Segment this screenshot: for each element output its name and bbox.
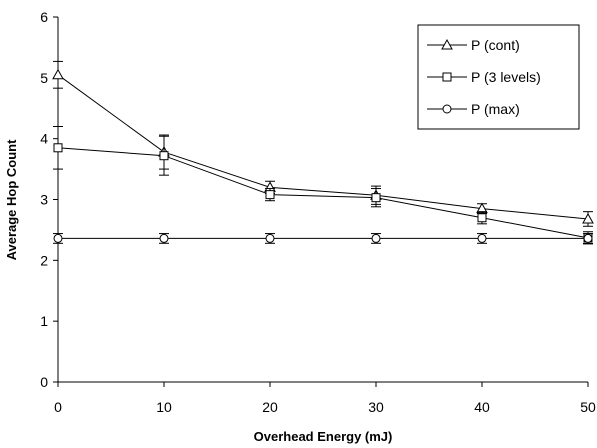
legend-items: P (cont) P (3 levels) P (max): [427, 37, 541, 117]
series-line: [57, 147, 589, 239]
legend-entry: P (max): [427, 101, 520, 117]
y-tick-label: 1: [40, 313, 48, 329]
legend-marker-triangle: [441, 38, 453, 50]
legend-marker-square: [442, 72, 452, 82]
y-axis-ticks: 0 1 2 3 4 5 6: [40, 9, 58, 390]
y-tick-label: 6: [40, 9, 48, 25]
legend-entry: P (cont): [427, 37, 520, 53]
data-point-circle: [477, 233, 487, 243]
x-tick-label: 40: [474, 399, 490, 415]
series-circle: [53, 233, 593, 244]
series-layer: [52, 60, 594, 245]
x-axis-ticks: 0 10 20 30 40 50: [54, 382, 596, 415]
data-point-circle: [53, 233, 63, 243]
data-point-circle: [159, 233, 169, 243]
data-point-triangle: [582, 212, 594, 224]
y-tick-label: 0: [40, 374, 48, 390]
y-tick-label: 3: [40, 192, 48, 208]
data-point-square: [265, 190, 275, 200]
data-point-circle: [371, 233, 381, 243]
y-tick-label: 2: [40, 252, 48, 268]
data-point-square: [477, 213, 487, 223]
x-tick-label: 30: [368, 399, 384, 415]
legend-entry: P (3 levels): [427, 69, 541, 85]
data-point-triangle: [52, 68, 64, 80]
x-axis-title: Overhead Energy (mJ): [254, 429, 393, 444]
x-tick-label: 0: [54, 399, 62, 415]
legend: P (cont) P (3 levels) P (max): [417, 24, 580, 130]
series-line: [57, 74, 589, 220]
legend-label: P (cont): [471, 37, 520, 53]
plot-area: 0 1 2 3 4 5 6 0 10 20 30 40 50: [40, 9, 596, 415]
data-point-square: [53, 143, 63, 153]
y-tick-label: 5: [40, 70, 48, 86]
y-axis-title: Average Hop Count: [4, 139, 19, 261]
data-point-square: [159, 151, 169, 161]
data-point-circle: [265, 233, 275, 243]
data-point-square: [371, 193, 381, 203]
x-tick-label: 10: [156, 399, 172, 415]
legend-label: P (3 levels): [471, 69, 541, 85]
y-tick-label: 4: [40, 131, 48, 147]
x-tick-label: 50: [580, 399, 596, 415]
legend-marker-circle: [442, 104, 452, 114]
series-square: [53, 126, 593, 245]
data-point-circle: [583, 233, 593, 243]
legend-label: P (max): [471, 101, 520, 117]
x-tick-label: 20: [262, 399, 278, 415]
